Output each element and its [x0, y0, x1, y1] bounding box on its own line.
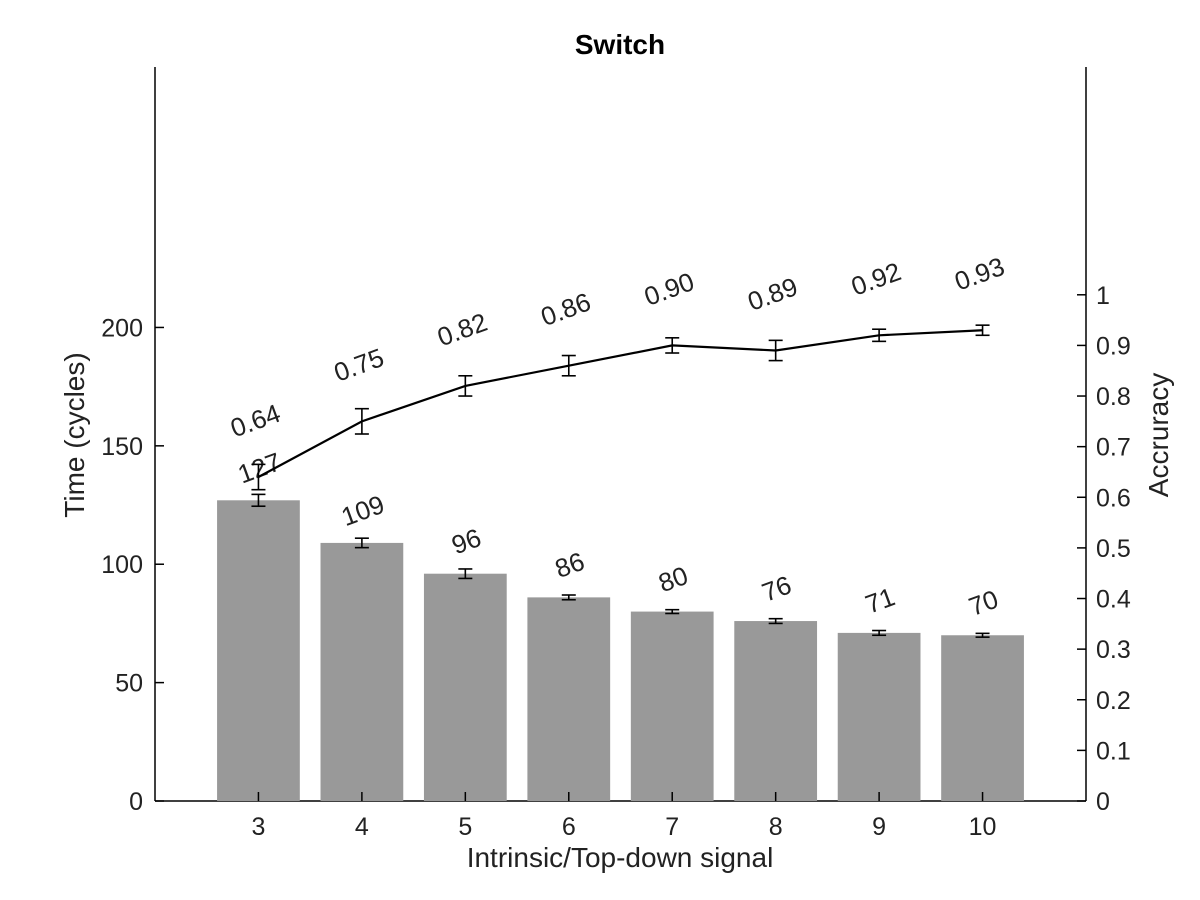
line-value-label: 0.93	[951, 251, 1009, 297]
y-tick-label: 150	[101, 433, 143, 461]
bar-value-label: 80	[654, 560, 691, 598]
y2-tick-label: 0.9	[1096, 332, 1131, 360]
x-tick-label: 5	[458, 813, 472, 841]
line-value-label: 0.90	[640, 266, 698, 312]
y2-tick-label: 0.1	[1096, 737, 1131, 765]
line-error-4	[354, 407, 369, 435]
bar-value-label: 86	[551, 546, 588, 584]
y2-tick-label: 0	[1096, 788, 1110, 816]
bar-error-10	[975, 632, 990, 638]
y2-tick-label: 0.6	[1096, 484, 1131, 512]
bar-8	[734, 621, 818, 801]
bar-error-7	[665, 608, 680, 615]
line-error-6	[561, 354, 576, 377]
y2-tick-label: 1	[1096, 282, 1110, 310]
line-value-label: 0.92	[847, 256, 905, 302]
x-axis-ticks: 3 4 5 6 7 8 9 10	[251, 792, 996, 841]
x-tick-label: 9	[872, 813, 886, 841]
line-value-label: 0.86	[537, 286, 595, 332]
bar-error-3	[251, 493, 266, 508]
x-tick-label: 7	[665, 813, 679, 841]
bar-9	[837, 632, 921, 801]
y2-tick-label: 0.5	[1096, 535, 1131, 563]
line-value-label: 0.82	[433, 307, 491, 353]
x-axis-label: Intrinsic/Top-down signal	[467, 842, 774, 873]
bar-error-8	[768, 617, 783, 625]
bar-3	[217, 500, 300, 801]
y-tick-label: 50	[115, 670, 143, 698]
y-axis-label: Time (cycles)	[59, 352, 90, 517]
x-tick-label: 6	[562, 813, 576, 841]
x-tick-label: 3	[251, 813, 265, 841]
y2-tick-label: 0.4	[1096, 586, 1131, 614]
y-tick-label: 0	[129, 788, 143, 816]
y2-tick-label: 0.2	[1096, 687, 1131, 715]
bar-error-9	[872, 629, 887, 637]
bar-10	[941, 635, 1024, 801]
axes	[154, 67, 1087, 802]
line-error-3	[251, 463, 266, 491]
line-error-5	[458, 374, 473, 397]
bar-error-5	[458, 568, 473, 580]
line-value-label: 0.75	[330, 342, 388, 388]
line-error-8	[768, 339, 783, 362]
accuracy-line-series: 0.64 0.75 0.82 0.86 0.90 0.89 0.92 0.93	[226, 251, 1009, 491]
line-error-10	[975, 324, 990, 337]
chart-title: Switch	[575, 29, 665, 60]
bar-value-label: 71	[861, 581, 898, 619]
line-error-7	[665, 337, 680, 354]
bar-error-6	[561, 594, 576, 601]
y-tick-label: 200	[101, 314, 143, 342]
bar-6	[527, 597, 611, 801]
left-axis-ticks: 0 50 100 150 200	[101, 314, 164, 816]
line-value-label: 0.64	[226, 398, 284, 444]
bar-value-label: 76	[758, 570, 795, 608]
line-error-9	[872, 328, 887, 343]
bar-4	[320, 542, 404, 801]
accuracy-line	[257, 329, 983, 478]
bar-value-label: 109	[337, 489, 388, 532]
y2-tick-label: 0.8	[1096, 383, 1131, 411]
bar-error-4	[354, 537, 369, 549]
bar-7	[630, 611, 714, 801]
bar-5	[423, 573, 507, 801]
bar-value-label: 70	[965, 584, 1002, 622]
y2-axis-label: Accruracy	[1143, 373, 1174, 497]
y2-tick-label: 0.7	[1096, 434, 1131, 462]
x-tick-label: 10	[969, 813, 997, 841]
y-tick-label: 100	[101, 551, 143, 579]
bar-value-label: 96	[448, 522, 485, 560]
right-axis-ticks: 0 0.1 0.2 0.3 0.4 0.5 0.6 0.7 0.8 0.9 1	[1077, 282, 1131, 816]
line-value-label: 0.89	[744, 271, 802, 317]
x-tick-label: 8	[769, 813, 783, 841]
x-tick-label: 4	[355, 813, 369, 841]
y2-tick-label: 0.3	[1096, 636, 1131, 664]
